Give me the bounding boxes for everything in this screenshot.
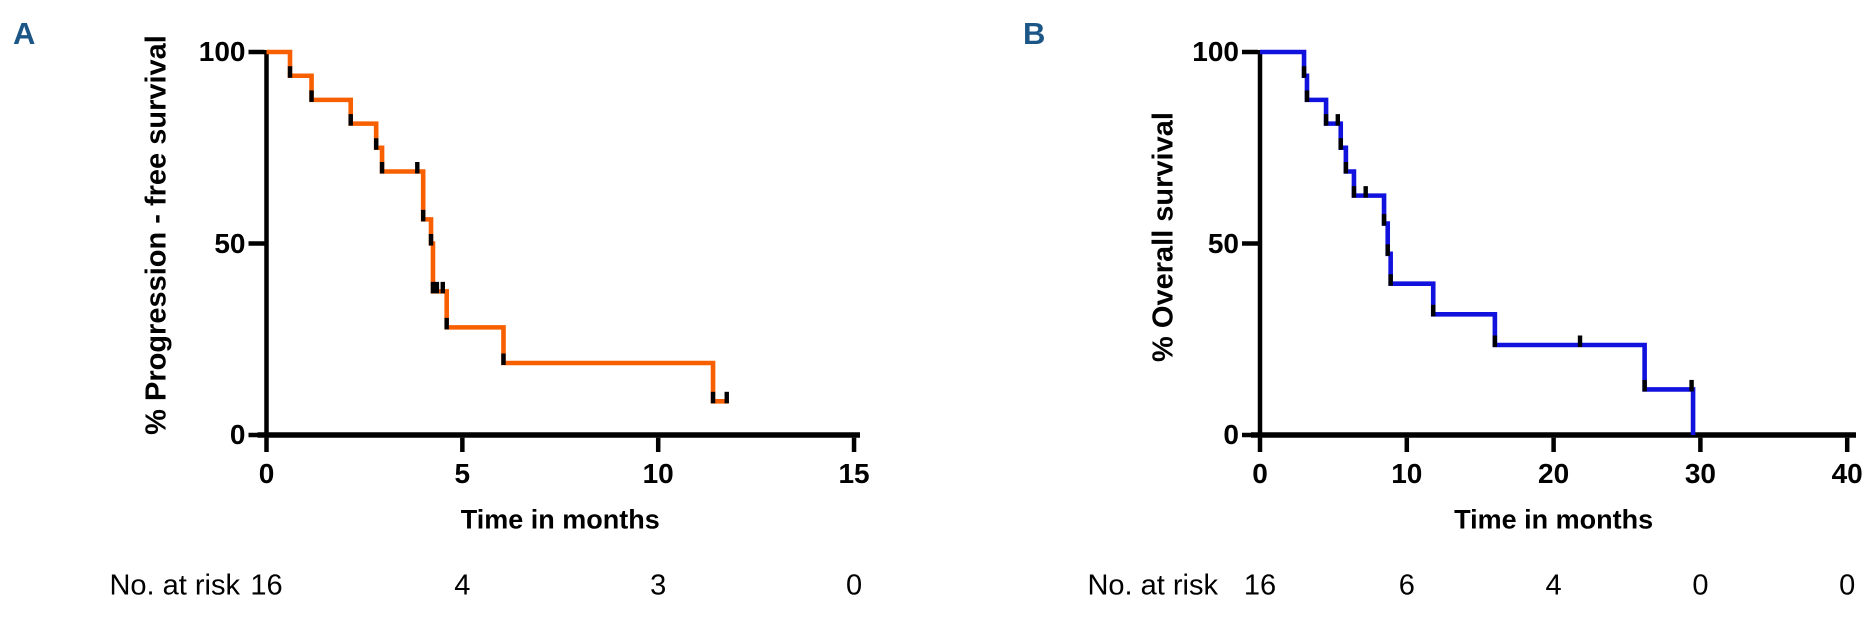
censor-tick <box>309 90 314 102</box>
panel-a-y-axis-title: % Progression - free survival <box>140 35 173 435</box>
censor-tick <box>1388 274 1393 286</box>
censor-tick <box>724 391 729 404</box>
censor-tick <box>1323 114 1329 126</box>
x-tick-label: 30 <box>1684 458 1716 489</box>
censor-tick <box>1689 379 1694 392</box>
y-tick-label: 100 <box>1192 36 1239 67</box>
x-tick-label: 15 <box>838 458 870 489</box>
y-tick-label: 50 <box>214 227 246 259</box>
censor-tick <box>373 138 379 150</box>
censor-tick <box>415 161 420 174</box>
censor-tick <box>348 114 353 126</box>
at-risk-count: 0 <box>845 569 863 602</box>
censor-tick <box>1301 66 1307 78</box>
censor-tick <box>501 353 506 365</box>
at-risk-count: 16 <box>250 569 283 602</box>
panel-b-at-risk-label: No. at risk <box>1087 569 1218 602</box>
x-tick-label: 5 <box>454 458 471 489</box>
panel-b-x-axis-title: Time in months <box>1454 504 1654 535</box>
km-curve <box>1260 49 1696 435</box>
y-tick-label: 100 <box>198 36 246 67</box>
censor-tick <box>1351 186 1357 198</box>
at-risk-count: 0 <box>1692 569 1709 602</box>
censor-tick <box>1343 161 1349 174</box>
y-tick-label: 0 <box>1223 419 1239 450</box>
censor-tick <box>444 317 449 330</box>
censor-tick <box>428 234 434 246</box>
censor-tick <box>1642 379 1647 392</box>
censor-tick <box>440 281 445 294</box>
censor-tick <box>1577 335 1583 347</box>
x-tick-label: 20 <box>1538 458 1570 489</box>
at-risk-count: 16 <box>1243 569 1277 602</box>
at-risk-count: 4 <box>454 569 471 602</box>
censor-tick <box>287 66 293 78</box>
censor-tick <box>1381 214 1387 226</box>
at-risk-count: 3 <box>650 569 667 602</box>
panel-a-x-axis-title: Time in months <box>460 504 660 535</box>
censor-tick <box>1492 335 1498 347</box>
censor-tick <box>1335 114 1341 126</box>
censor-tick <box>710 391 716 404</box>
censor-tick <box>434 281 440 294</box>
x-tick-label: 10 <box>1391 458 1423 489</box>
y-tick-label: 50 <box>1207 227 1239 259</box>
censor-tick <box>1338 138 1343 150</box>
censor-tick <box>1431 304 1436 317</box>
censor-tick <box>1304 90 1310 102</box>
x-tick-label: 10 <box>642 458 674 489</box>
censor-tick <box>420 209 426 222</box>
at-risk-count: 4 <box>1545 569 1562 602</box>
x-tick-label: 40 <box>1831 458 1863 489</box>
at-risk-count: 6 <box>1398 569 1415 602</box>
censor-tick <box>1385 244 1390 256</box>
x-tick-label: 0 <box>258 458 275 489</box>
panel-b-y-axis-title: % Overall survival <box>1147 112 1180 362</box>
y-tick-label: 0 <box>229 419 246 450</box>
at-risk-count: 0 <box>1839 569 1856 602</box>
x-tick-label: 0 <box>1252 458 1268 489</box>
censor-tick <box>379 161 385 174</box>
panel-a-letter: A <box>13 16 37 51</box>
panel-b-letter: B <box>1023 16 1047 51</box>
censor-tick <box>430 281 436 294</box>
censor-tick <box>1363 186 1368 198</box>
panel-a-at-risk-label: No. at risk <box>109 569 240 602</box>
